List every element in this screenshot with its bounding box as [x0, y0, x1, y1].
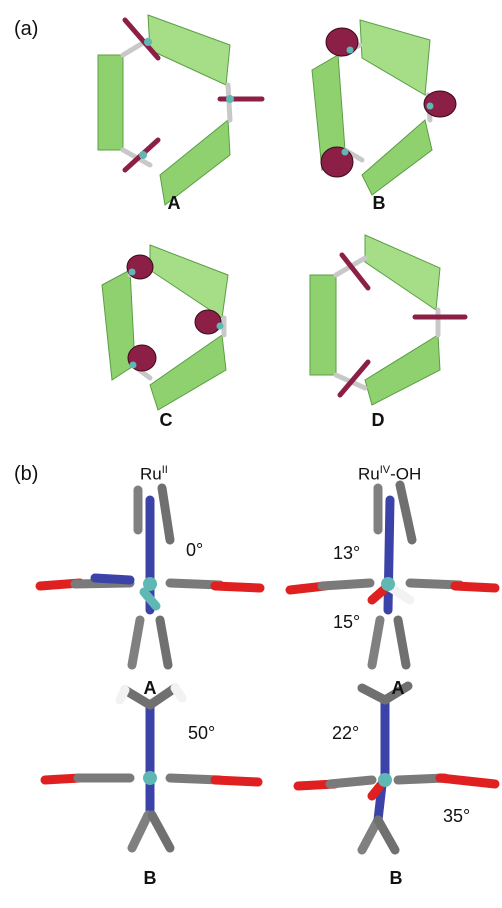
structure-a [97, 14, 265, 206]
structure-d [309, 234, 468, 406]
header-ru-iv-oh: RuIV-OH [358, 464, 421, 485]
angle-label: 50° [188, 723, 216, 743]
molecule-b-ru-iv-oh [293, 681, 500, 855]
header-ru-ii: RuII [140, 464, 168, 485]
structure-c [101, 244, 229, 411]
angle-label: 35° [443, 806, 471, 826]
caption-b-a-right: A [391, 678, 405, 698]
header-ru-ii-base: Ru [140, 464, 162, 484]
caption-c: C [159, 410, 173, 430]
molecule-a-ru-iv-oh [285, 480, 500, 670]
angle-label: 0° [186, 540, 204, 560]
caption-b: B [372, 193, 386, 213]
molecule-a-ru-ii [35, 483, 265, 670]
angle-label: 15° [333, 612, 361, 632]
panel-b-label: (b) [14, 463, 39, 485]
caption-d: D [371, 410, 385, 430]
panel-a-label: (a) [14, 18, 39, 40]
caption-a: A [167, 193, 181, 213]
angle-label: 22° [332, 723, 360, 743]
angle-label: 13° [333, 543, 361, 563]
header-ru-iv-sup: IV [379, 464, 391, 476]
caption-b-a-left: A [143, 678, 157, 698]
header-ru-iv-base: Ru [358, 464, 380, 484]
header-ru-ii-sup: II [161, 464, 168, 476]
header-ru-iv-suffix: -OH [390, 464, 422, 484]
molecule-b-ru-ii [40, 683, 263, 853]
caption-b-b-left: B [143, 868, 157, 888]
caption-b-b-right: B [389, 868, 403, 888]
structure-b [311, 19, 457, 196]
